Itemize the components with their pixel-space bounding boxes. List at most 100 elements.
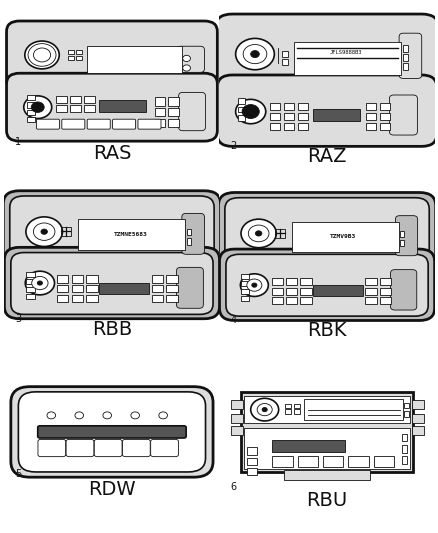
Bar [322,456,343,467]
FancyBboxPatch shape [18,392,205,472]
Bar [240,392,412,472]
Bar [283,112,294,120]
Bar [401,456,406,464]
Bar [379,297,390,304]
Bar [379,123,389,130]
Bar [285,297,297,304]
FancyBboxPatch shape [7,21,217,91]
FancyBboxPatch shape [10,196,214,265]
Bar [27,102,35,108]
Bar [281,59,288,64]
Bar [312,109,360,121]
Bar [364,278,376,285]
Bar [293,404,299,408]
Circle shape [235,38,274,70]
Text: 1: 1 [15,137,21,147]
Text: TZMNE5683: TZMNE5683 [113,232,147,237]
Bar [70,96,81,103]
Bar [269,103,280,110]
Bar [365,123,375,130]
Circle shape [159,412,167,419]
Bar [166,295,177,302]
FancyBboxPatch shape [4,247,219,319]
Bar [68,50,74,54]
FancyBboxPatch shape [94,439,122,457]
FancyBboxPatch shape [11,253,212,314]
Bar [57,285,68,293]
FancyBboxPatch shape [215,14,438,98]
Bar [71,276,83,282]
Circle shape [47,412,56,419]
Bar [76,50,82,54]
FancyBboxPatch shape [66,439,94,457]
Bar [71,295,83,302]
FancyBboxPatch shape [226,254,427,316]
Bar [84,96,95,103]
Bar [86,295,97,302]
Bar [186,229,191,235]
Bar [402,45,406,52]
Bar [403,411,408,417]
Bar [281,51,288,56]
Text: RAZ: RAZ [307,147,346,166]
Bar [300,278,311,285]
Circle shape [248,225,268,242]
Bar [297,456,317,467]
Bar [99,100,146,111]
Circle shape [32,277,48,289]
Bar [285,278,297,285]
Bar [379,278,390,285]
FancyBboxPatch shape [150,439,178,457]
Bar [297,112,307,120]
FancyBboxPatch shape [122,439,150,457]
Circle shape [182,65,190,71]
Circle shape [102,412,111,419]
Text: RAS: RAS [92,144,131,163]
Bar [231,400,243,409]
Bar [57,295,68,302]
Bar [26,272,35,277]
Bar [87,46,181,73]
Bar [269,123,280,130]
Bar [76,56,82,60]
Bar [78,220,185,250]
Bar [283,470,369,480]
Bar [379,112,389,120]
Bar [240,289,249,294]
Bar [152,285,162,293]
Bar [56,96,67,103]
Bar [272,456,292,467]
Bar [26,279,35,285]
Circle shape [240,219,276,248]
Text: 6: 6 [230,481,236,491]
Bar [168,119,178,127]
Circle shape [41,229,47,235]
Circle shape [250,398,278,421]
Circle shape [257,403,272,416]
Circle shape [33,223,55,240]
Bar [27,110,35,115]
Text: 2: 2 [230,141,236,151]
Bar [275,229,285,238]
Text: RBB: RBB [92,320,132,338]
Bar [297,103,307,110]
Text: 5: 5 [15,470,21,479]
Bar [411,426,423,435]
Bar [293,409,299,414]
FancyBboxPatch shape [138,119,161,129]
Bar [300,288,311,295]
Bar [237,115,245,121]
Bar [304,399,403,420]
Bar [399,231,403,237]
Bar [312,286,362,296]
FancyBboxPatch shape [38,426,186,438]
Bar [379,288,390,295]
FancyBboxPatch shape [176,268,203,308]
Circle shape [24,96,52,118]
FancyBboxPatch shape [62,119,85,129]
Bar [231,414,243,423]
Circle shape [240,274,268,296]
FancyBboxPatch shape [178,92,205,131]
Circle shape [75,412,83,419]
Bar [70,106,81,112]
